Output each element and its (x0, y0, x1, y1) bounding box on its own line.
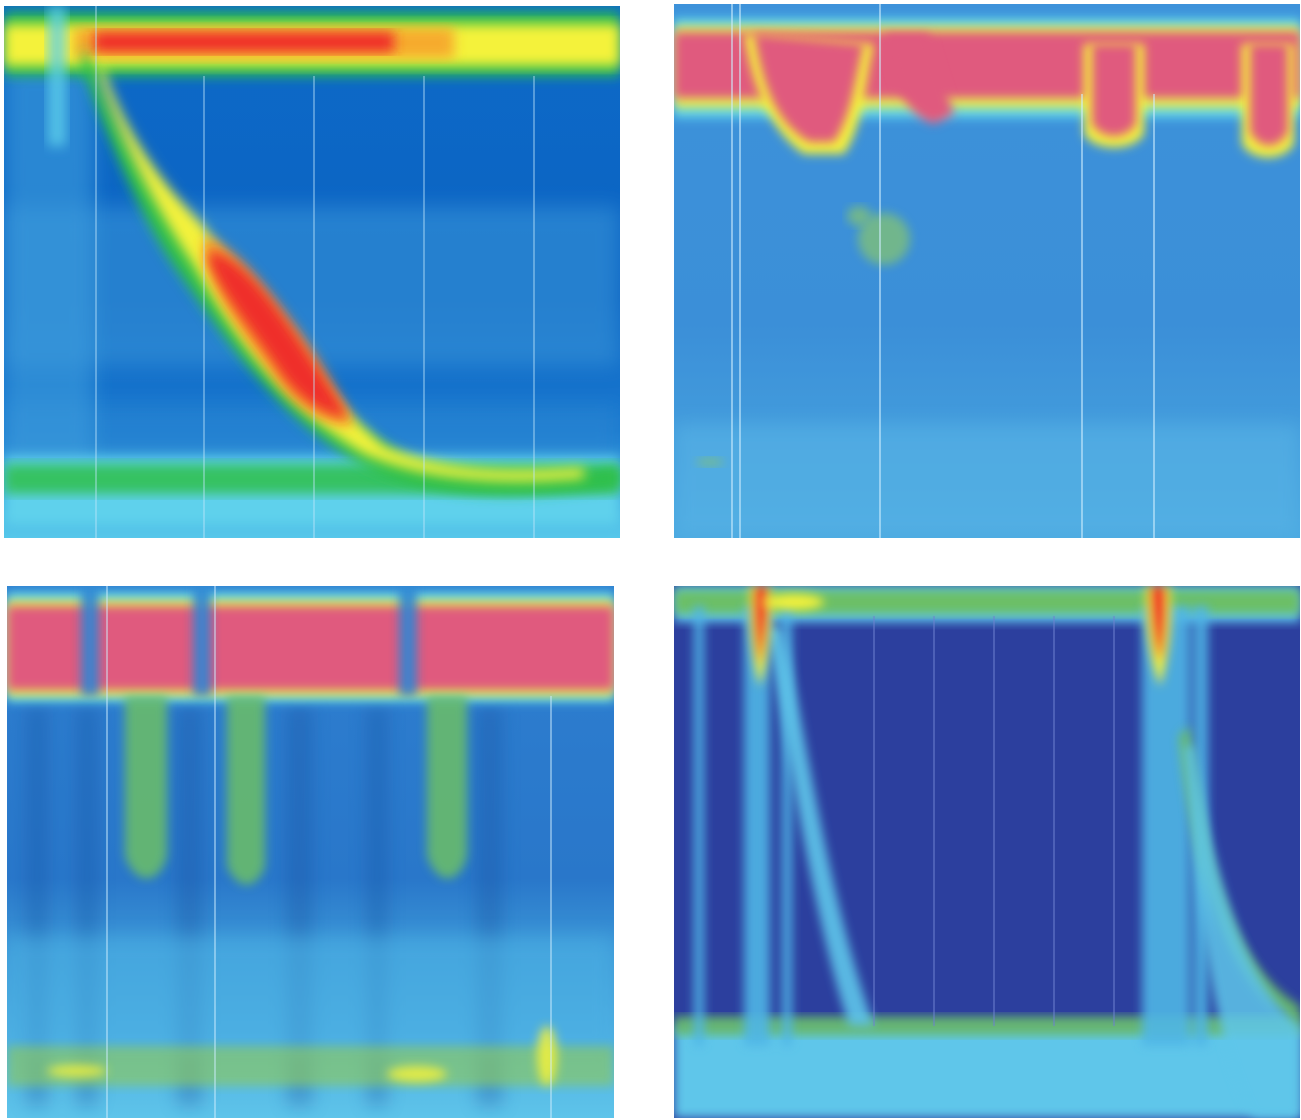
heatmap-top-right (674, 4, 1300, 538)
panel-top-right (674, 4, 1300, 538)
panel-top-left (4, 6, 620, 538)
sensor-lines (95, 6, 535, 538)
sensor-lines (873, 616, 1115, 1026)
heatmap-bottom-left (7, 586, 614, 1118)
panel-bottom-left (7, 586, 614, 1118)
heatmap-bottom-right (674, 586, 1300, 1118)
panel-bottom-right (674, 586, 1300, 1118)
sensor-lines (106, 586, 552, 1118)
sensor-lines (731, 4, 1155, 538)
heatmap-top-left (4, 6, 620, 538)
